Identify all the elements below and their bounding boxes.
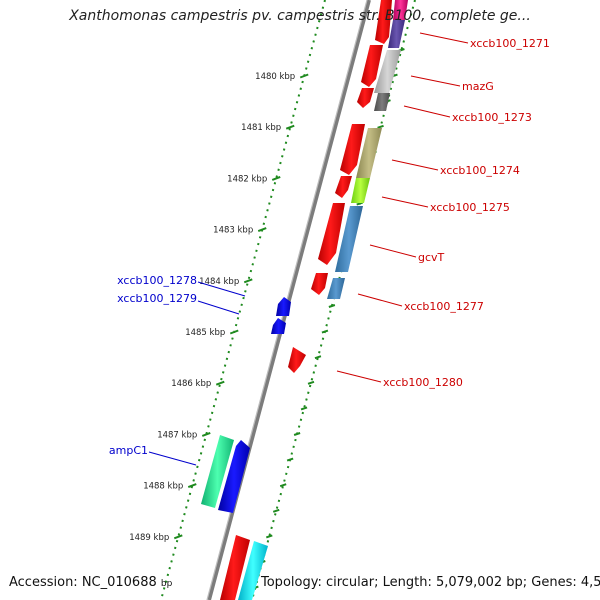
leader-line: [357, 293, 403, 307]
gene-mazg-silver: [374, 50, 401, 93]
outer-tick-mark: [265, 534, 273, 539]
tick-mark: [187, 483, 197, 489]
forward-genes: [220, 0, 408, 600]
gene-mazg-red: [361, 45, 383, 87]
gene-bottom-red: [220, 535, 250, 600]
accession-text: Accession: NC_010688 bp: [9, 575, 172, 590]
accession-unit: bp: [160, 579, 173, 589]
reverse-genes: [201, 297, 291, 513]
tick-mark: [215, 380, 225, 386]
gene-xccb100-1277-steel: [327, 278, 345, 299]
tick-label: 1480 kbp: [255, 72, 295, 82]
outer-tick-mark: [307, 380, 315, 385]
gene-label[interactable]: xccb100_1277: [404, 300, 484, 313]
gene-label[interactable]: xccb100_1274: [440, 164, 520, 177]
outer-tick-mark: [377, 124, 384, 129]
tick-label: 1487 kbp: [157, 430, 197, 440]
gene-label[interactable]: xccb100_1271: [470, 37, 550, 50]
tick-label: 1481 kbp: [241, 123, 281, 133]
tick-mark: [285, 124, 295, 130]
gene-gcvt-steel: [335, 206, 363, 272]
outer-tick-mark: [279, 483, 287, 488]
gene-label[interactable]: xccb100_1275: [430, 201, 510, 214]
tick-mark: [271, 175, 281, 181]
tick-mark: [257, 227, 267, 233]
gene-xccb100-1275-red: [335, 176, 352, 198]
leader-line: [403, 105, 451, 118]
gene-gcvt-red: [318, 203, 345, 265]
leader-line: [369, 244, 417, 258]
gene-xccb100-1273-red: [357, 88, 374, 108]
gene-label[interactable]: xccb100_1280: [383, 376, 463, 389]
tick-mark: [173, 534, 183, 540]
leader-line: [336, 370, 382, 383]
outer-tick-mark: [286, 457, 294, 462]
genome-summary: Topology: circular; Length: 5,079,002 bp…: [261, 575, 600, 590]
gene-label[interactable]: xccb100_1273: [452, 111, 532, 124]
gene-xccb100-1274-red: [340, 124, 365, 175]
gene-label[interactable]: xccb100_1279: [117, 292, 197, 305]
leader-line: [391, 159, 439, 171]
leader-line: [197, 300, 240, 315]
outer-track-dotted: [251, 0, 416, 600]
accession-label: Accession: NC_010688: [9, 575, 157, 590]
leader-line: [148, 451, 197, 466]
tick-label: 1482 kbp: [227, 174, 267, 184]
tick-label: 1489 kbp: [129, 533, 169, 543]
tick-label: 1484 kbp: [199, 277, 239, 287]
gene-label[interactable]: xccb100_1278: [117, 274, 197, 287]
tick-label: 1485 kbp: [185, 328, 225, 338]
leader-line: [410, 75, 461, 87]
tick-label: 1483 kbp: [213, 226, 253, 236]
gene-xccb100-1273-gray: [374, 93, 390, 111]
tick-mark: [201, 431, 211, 437]
gene-xccb100-1278-blue: [276, 297, 291, 316]
leader-line: [419, 32, 469, 44]
leader-line: [197, 281, 246, 297]
gene-label[interactable]: gcvT: [418, 251, 445, 264]
tick-label: 1486 kbp: [171, 379, 211, 389]
outer-tick-mark: [321, 329, 329, 334]
tick-mark: [229, 329, 239, 335]
outer-tick-mark: [293, 432, 301, 436]
gene-xccb100-1275-lime: [351, 178, 370, 203]
gene-pink-top: [393, 0, 408, 20]
gene-xccb100-1271-red: [375, 0, 392, 44]
gene-ampc1-mint: [201, 435, 234, 508]
gene-xccb100-1280-red: [288, 347, 306, 373]
outer-tick-mark: [272, 508, 280, 513]
leader-line: [381, 196, 429, 208]
gene-xccb100-1277-red: [311, 273, 328, 295]
gene-xccb100-1271-purple: [388, 20, 405, 48]
gene-label[interactable]: mazG: [462, 80, 494, 93]
tick-mark: [243, 278, 253, 284]
outer-tick-mark: [314, 355, 322, 360]
map-title: Xanthomonas campestris pv. campestris st…: [69, 8, 531, 24]
gene-ampc1-blue: [218, 440, 250, 513]
gene-xccb100-1274-olive: [356, 128, 382, 178]
tick-mark: [299, 73, 309, 79]
outer-tick-mark: [328, 304, 336, 308]
gene-xccb100-1279-blue: [271, 318, 286, 334]
inner-track-dotted: [160, 0, 326, 600]
gene-label[interactable]: ampC1: [109, 444, 148, 457]
outer-tick-mark: [300, 406, 308, 411]
gene-bottom-cyan: [238, 541, 268, 600]
tick-label: 1488 kbp: [143, 482, 183, 492]
